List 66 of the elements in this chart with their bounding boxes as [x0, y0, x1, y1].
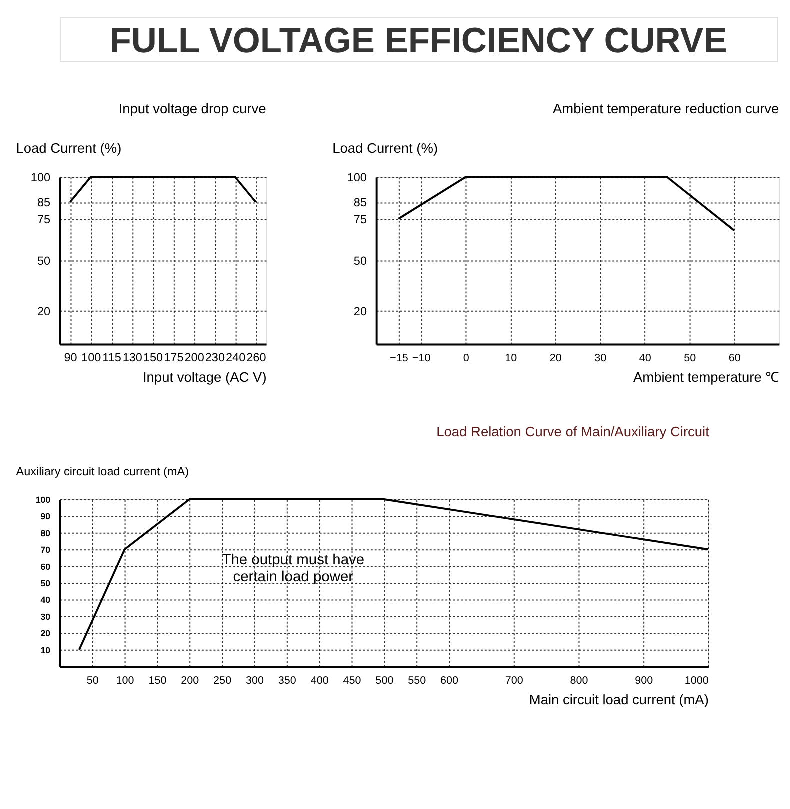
- x-tick-label: 240: [226, 351, 246, 364]
- y-tick-label: 100: [30, 172, 52, 185]
- y-tick-label: 75: [354, 213, 368, 226]
- x-tick-label: 175: [164, 351, 184, 364]
- y-tick-label: 10: [40, 645, 51, 656]
- y-axis-title: Auxiliary circuit load current (mA): [16, 465, 190, 478]
- x-tick-label: 350: [278, 674, 296, 687]
- x-axis-title: Main circuit load current (mA): [529, 692, 709, 708]
- y-tick-label: 85: [354, 196, 368, 210]
- x-tick-label: 200: [184, 351, 205, 364]
- x-tick-label: 500: [376, 674, 394, 687]
- x-tick-label: 1000: [684, 674, 709, 687]
- x-tick-label: 900: [635, 674, 654, 687]
- x-tick-label: −10: [412, 352, 431, 364]
- y-tick-label: 80: [40, 528, 51, 538]
- y-tick-label: 50: [354, 255, 368, 268]
- annotation: The output must have certain load power: [222, 552, 365, 586]
- y-tick-label: 20: [40, 628, 51, 639]
- y-tick-label: 90: [40, 512, 51, 522]
- y-tick-label: 85: [37, 196, 52, 210]
- y-tick-label: 30: [40, 612, 51, 622]
- y-tick-label: 75: [37, 213, 52, 226]
- chart-title: Load Relation Curve of Main/Auxiliary Circuit: [436, 424, 710, 440]
- y-tick-label: 20: [37, 305, 52, 318]
- y-axis-title: Load Current (%): [332, 141, 438, 156]
- y-tick-label: 100: [347, 172, 368, 185]
- y-tick-label: 20: [354, 305, 368, 318]
- chart-title: Ambient temperature reduction curve: [552, 101, 780, 116]
- x-tick-label: 0: [463, 352, 470, 364]
- x-tick-label: 10: [505, 352, 518, 364]
- x-tick-label: 50: [86, 674, 99, 687]
- x-tick-label: 550: [408, 674, 426, 687]
- y-tick-label: 50: [37, 255, 52, 268]
- x-tick-label: 30: [594, 352, 607, 364]
- y-tick-label: 100: [36, 494, 51, 505]
- x-tick-label: 300: [246, 674, 264, 687]
- text: FULL VOLTAGE EFFICIENCY CURVE: [110, 21, 728, 60]
- x-tick-label: 40: [639, 352, 652, 364]
- x-axis-title: Ambient temperature ℃: [633, 370, 780, 386]
- y-tick-label: 40: [40, 595, 51, 606]
- x-tick-label: 50: [684, 352, 696, 364]
- x-tick-label: 700: [505, 674, 524, 687]
- y-tick-label: 50: [40, 578, 51, 588]
- x-tick-label: 400: [310, 674, 329, 687]
- x-tick-label: 100: [82, 351, 102, 364]
- x-tick-label: −15: [390, 352, 408, 364]
- x-tick-label: 200: [181, 674, 200, 687]
- x-axis-title: Input voltage (AC V): [142, 370, 267, 386]
- x-tick-label: 800: [570, 674, 588, 687]
- chart-title: Input voltage drop curve: [118, 101, 267, 116]
- x-tick-label: 450: [343, 674, 362, 687]
- x-tick-label: 150: [148, 674, 167, 687]
- x-tick-label: 100: [116, 674, 134, 687]
- x-tick-label: 600: [440, 674, 459, 687]
- x-tick-label: 150: [143, 351, 164, 364]
- x-tick-label: 90: [64, 351, 78, 364]
- y-tick-label: 60: [40, 562, 51, 572]
- x-tick-label: 130: [122, 351, 143, 364]
- x-tick-label: 260: [246, 351, 267, 364]
- x-tick-label: 230: [205, 351, 226, 364]
- x-tick-label: 20: [550, 352, 562, 364]
- x-tick-label: 115: [102, 351, 122, 364]
- x-tick-label: 250: [214, 674, 232, 687]
- x-tick-label: 60: [728, 352, 741, 364]
- y-tick-label: 70: [40, 545, 51, 556]
- y-axis-title: Load Current (%): [16, 141, 122, 156]
